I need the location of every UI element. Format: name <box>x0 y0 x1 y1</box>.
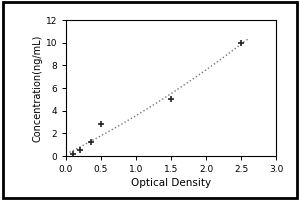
Y-axis label: Concentration(ng/mL): Concentration(ng/mL) <box>33 34 43 142</box>
X-axis label: Optical Density: Optical Density <box>131 178 211 188</box>
